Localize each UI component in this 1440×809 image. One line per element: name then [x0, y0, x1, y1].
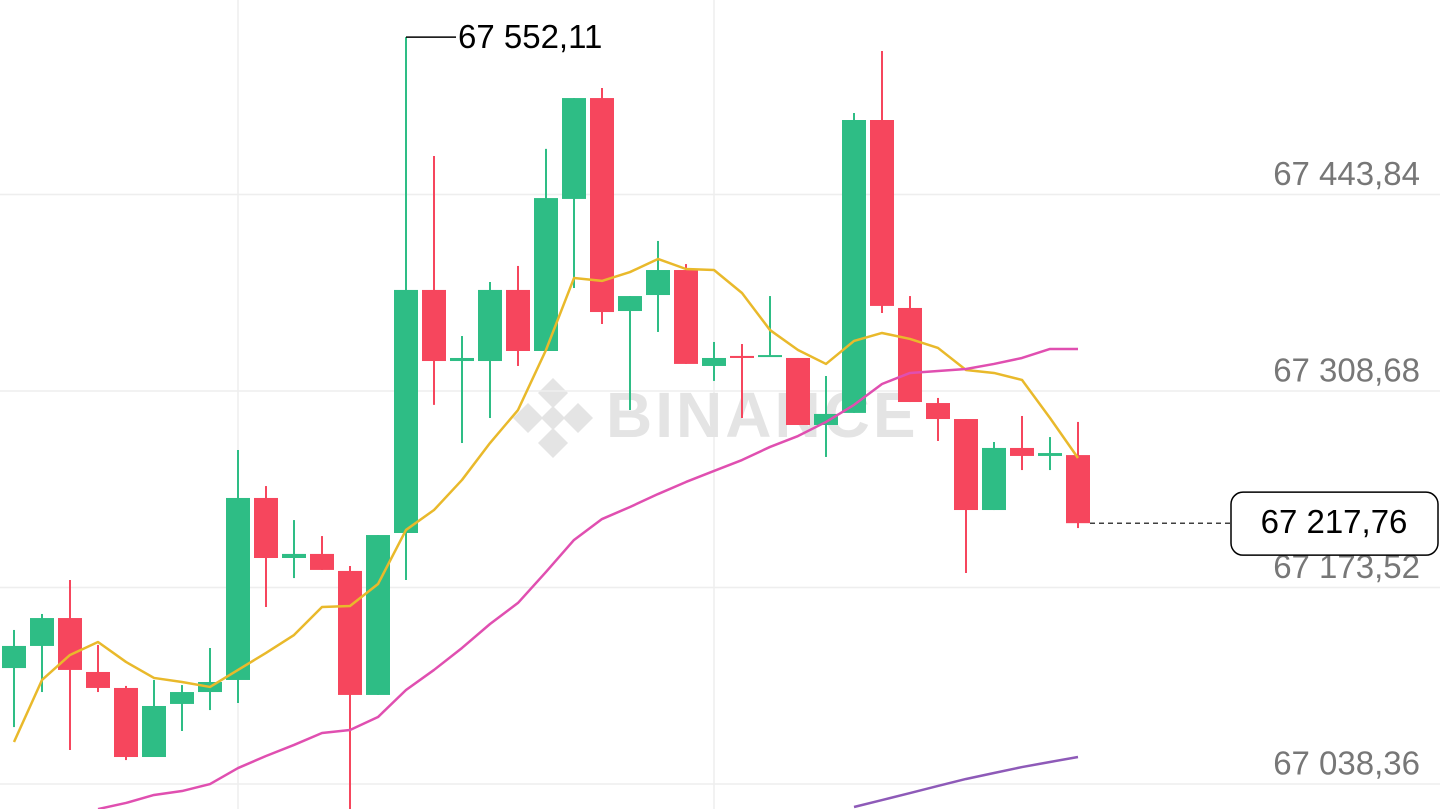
candle-body: [86, 671, 110, 688]
candle-body: [1010, 447, 1034, 456]
moving-average-line: [97, 347, 1078, 809]
moving-average-line: [853, 755, 1079, 809]
candle-body: [2, 645, 26, 669]
candle-body: [926, 403, 950, 420]
candle-body: [142, 705, 166, 758]
candle-body: [282, 553, 306, 559]
y-tick-label: 67 308,68: [1273, 352, 1420, 389]
candle-body: [562, 98, 586, 199]
candle-body: [954, 419, 978, 511]
candle-body: [814, 413, 838, 425]
candle-body: [310, 553, 334, 570]
candle-body: [590, 98, 614, 313]
candle-body: [478, 289, 502, 362]
moving-average-line: [12, 257, 1080, 743]
candle-body: [842, 120, 866, 413]
candle-body: [786, 357, 810, 425]
candle-body: [898, 307, 922, 403]
candle-body: [170, 692, 194, 704]
candle-body: [422, 289, 446, 362]
candle-body: [30, 618, 54, 646]
candle-body: [870, 120, 894, 306]
candle-body: [1066, 455, 1090, 524]
candle-body: [1038, 453, 1062, 456]
candle-body: [702, 357, 726, 366]
watermark: BINANCE: [606, 379, 919, 451]
candle-body: [226, 497, 250, 680]
candle-body: [674, 270, 698, 364]
last-price-box: [1230, 491, 1439, 556]
candle-body: [366, 535, 390, 695]
watermark-logo: [513, 378, 593, 458]
last-price-label: 67 217,76: [1261, 503, 1408, 540]
candle-body: [982, 447, 1006, 511]
candle-body: [450, 357, 474, 362]
candle-body: [114, 687, 138, 758]
candle-body: [394, 289, 418, 534]
candle-body: [254, 497, 278, 559]
logo-shape: [513, 378, 593, 458]
candle-body: [758, 355, 782, 358]
candle-body: [506, 289, 530, 351]
candle-body: [646, 270, 670, 296]
candle-body: [618, 296, 642, 312]
y-tick-label: 67 038,36: [1273, 745, 1420, 782]
candle-body: [730, 355, 754, 358]
y-tick-label: 67 443,84: [1273, 155, 1420, 192]
candle-body: [338, 570, 362, 695]
candle-body: [534, 198, 558, 351]
high-label: 67 552,11: [458, 18, 602, 55]
